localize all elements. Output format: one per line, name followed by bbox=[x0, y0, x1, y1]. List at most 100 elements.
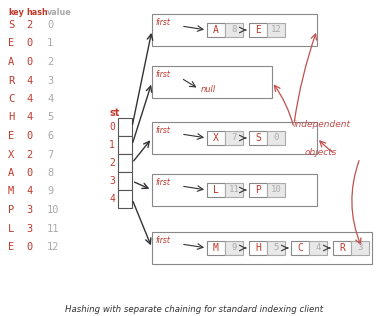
Bar bbox=[351, 241, 369, 255]
Bar bbox=[207, 23, 225, 37]
Text: 3: 3 bbox=[26, 205, 32, 215]
Bar bbox=[249, 23, 267, 37]
Bar bbox=[118, 154, 132, 172]
Text: 10: 10 bbox=[47, 205, 59, 215]
Text: C: C bbox=[8, 94, 14, 104]
Text: 7: 7 bbox=[47, 149, 53, 160]
Text: 1: 1 bbox=[47, 39, 53, 48]
Text: objects: objects bbox=[305, 148, 338, 157]
Text: 8: 8 bbox=[231, 26, 237, 34]
Text: 3: 3 bbox=[47, 76, 53, 86]
Text: hash: hash bbox=[26, 8, 48, 17]
Text: H: H bbox=[8, 112, 14, 123]
Text: 4: 4 bbox=[26, 186, 32, 197]
Text: value: value bbox=[47, 8, 72, 17]
Bar bbox=[118, 136, 132, 154]
Text: st: st bbox=[110, 108, 120, 118]
Text: 2: 2 bbox=[26, 149, 32, 160]
Text: 0: 0 bbox=[26, 39, 32, 48]
Text: independent: independent bbox=[294, 120, 351, 129]
Text: E: E bbox=[8, 131, 14, 141]
Text: 0: 0 bbox=[109, 122, 115, 132]
Text: 0: 0 bbox=[273, 133, 279, 143]
Bar bbox=[267, 23, 285, 37]
Text: 12: 12 bbox=[47, 242, 59, 252]
Text: 9: 9 bbox=[231, 244, 237, 252]
Text: C: C bbox=[297, 243, 303, 253]
Text: 4: 4 bbox=[26, 76, 32, 86]
Bar bbox=[267, 241, 285, 255]
Bar bbox=[225, 183, 243, 197]
Text: E: E bbox=[8, 39, 14, 48]
Text: 0: 0 bbox=[47, 20, 53, 30]
Bar bbox=[118, 190, 132, 208]
Text: first: first bbox=[155, 236, 170, 245]
Text: first: first bbox=[155, 178, 170, 187]
Text: 11: 11 bbox=[229, 185, 239, 195]
Bar bbox=[152, 232, 372, 264]
Text: 3: 3 bbox=[109, 176, 115, 186]
Text: key: key bbox=[8, 8, 24, 17]
Text: 10: 10 bbox=[270, 185, 281, 195]
Text: 4: 4 bbox=[26, 94, 32, 104]
Text: P: P bbox=[255, 185, 261, 195]
Text: 1: 1 bbox=[109, 140, 115, 150]
Text: 4: 4 bbox=[315, 244, 321, 252]
Text: 7: 7 bbox=[231, 133, 237, 143]
Text: 6: 6 bbox=[47, 131, 53, 141]
Bar bbox=[267, 183, 285, 197]
Bar bbox=[333, 241, 351, 255]
Bar bbox=[152, 174, 317, 206]
Text: null: null bbox=[201, 84, 216, 94]
Bar bbox=[118, 118, 132, 136]
Bar bbox=[249, 131, 267, 145]
Text: first: first bbox=[155, 70, 170, 79]
Text: S: S bbox=[255, 133, 261, 143]
Bar bbox=[118, 172, 132, 190]
Text: E: E bbox=[255, 25, 261, 35]
Bar bbox=[207, 183, 225, 197]
Bar bbox=[225, 131, 243, 145]
Bar bbox=[207, 241, 225, 255]
Text: 2: 2 bbox=[26, 20, 32, 30]
Text: M: M bbox=[213, 243, 219, 253]
Text: L: L bbox=[213, 185, 219, 195]
Text: first: first bbox=[155, 18, 170, 27]
Text: 5: 5 bbox=[47, 112, 53, 123]
Text: S: S bbox=[8, 20, 14, 30]
Text: 5: 5 bbox=[273, 244, 279, 252]
Bar bbox=[249, 183, 267, 197]
Text: X: X bbox=[8, 149, 14, 160]
Bar bbox=[309, 241, 327, 255]
Text: E: E bbox=[8, 242, 14, 252]
Bar bbox=[152, 14, 317, 46]
Bar bbox=[207, 131, 225, 145]
Text: R: R bbox=[339, 243, 345, 253]
Text: 0: 0 bbox=[26, 168, 32, 178]
Bar bbox=[225, 23, 243, 37]
Text: P: P bbox=[8, 205, 14, 215]
Text: X: X bbox=[213, 133, 219, 143]
Text: 4: 4 bbox=[109, 194, 115, 204]
Text: 11: 11 bbox=[47, 223, 59, 234]
Bar bbox=[225, 241, 243, 255]
Text: 0: 0 bbox=[26, 57, 32, 67]
Text: 4: 4 bbox=[26, 112, 32, 123]
Text: 0: 0 bbox=[26, 242, 32, 252]
Text: A: A bbox=[213, 25, 219, 35]
Text: A: A bbox=[8, 57, 14, 67]
Text: L: L bbox=[8, 223, 14, 234]
Bar bbox=[152, 122, 317, 154]
Text: 8: 8 bbox=[47, 168, 53, 178]
Text: 4: 4 bbox=[47, 94, 53, 104]
Bar bbox=[291, 241, 309, 255]
Bar bbox=[152, 66, 272, 98]
Text: 3: 3 bbox=[357, 244, 363, 252]
Text: first: first bbox=[155, 126, 170, 135]
Bar bbox=[267, 131, 285, 145]
Text: H: H bbox=[255, 243, 261, 253]
Text: R: R bbox=[8, 76, 14, 86]
Text: 0: 0 bbox=[26, 131, 32, 141]
Text: A: A bbox=[8, 168, 14, 178]
Text: 9: 9 bbox=[47, 186, 53, 197]
